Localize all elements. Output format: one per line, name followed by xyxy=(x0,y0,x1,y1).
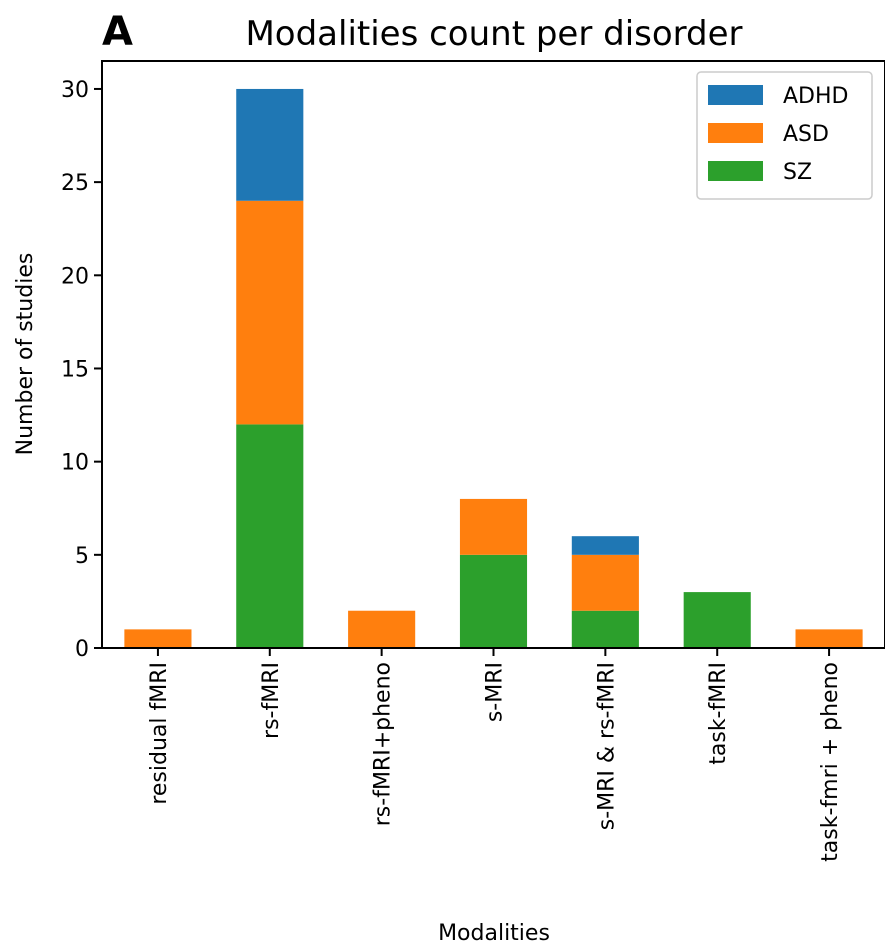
bar-sz xyxy=(683,592,751,648)
x-tick-label: residual fMRI xyxy=(147,662,172,805)
y-tick-label: 10 xyxy=(61,451,89,476)
x-tick-label: task-fMRI xyxy=(706,662,731,765)
panel-label: A xyxy=(102,9,133,55)
y-tick-label: 30 xyxy=(61,78,89,103)
bar-adhd xyxy=(571,536,639,555)
legend-swatch-asd xyxy=(708,123,763,143)
y-tick-label: 25 xyxy=(61,171,89,196)
x-axis-label: Modalities xyxy=(438,921,550,946)
y-tick-label: 20 xyxy=(61,264,89,289)
bar-asd xyxy=(571,554,639,611)
legend: ADHD ASD SZ xyxy=(696,71,873,200)
x-tick-label: s-MRI & rs-fMRI xyxy=(594,662,619,830)
y-tick-label: 15 xyxy=(61,357,89,382)
bar-asd xyxy=(348,610,416,648)
legend-label-adhd: ADHD xyxy=(783,84,848,109)
bar-asd xyxy=(459,498,528,555)
legend-swatch-sz xyxy=(708,161,763,181)
bar-asd xyxy=(795,629,863,648)
y-axis-label: Number of studies xyxy=(13,253,38,456)
bar-asd xyxy=(124,629,192,648)
x-tick-label: rs-fMRI+pheno xyxy=(371,662,396,826)
y-tick-label: 0 xyxy=(75,637,89,662)
legend-label-asd: ASD xyxy=(783,122,829,147)
x-tick-label: rs-fMRI xyxy=(259,662,284,739)
chart-title: Modalities count per disorder xyxy=(245,14,742,54)
bar-adhd xyxy=(236,88,304,201)
y-tick-label: 5 xyxy=(75,544,89,569)
x-tick-label: s-MRI xyxy=(483,662,508,722)
bar-sz xyxy=(236,424,304,648)
legend-swatch-adhd xyxy=(708,85,763,105)
x-tick-label: task-fmri + pheno xyxy=(818,662,843,862)
bar-sz xyxy=(571,610,639,648)
bar-sz xyxy=(459,554,528,648)
axes-layer: 0 5 10 15 20 25 30 residual fMRI rs-fMRI rs-fMRI+… xyxy=(61,60,885,862)
bar-asd xyxy=(236,200,304,425)
bars-layer xyxy=(124,88,863,648)
legend-label-sz: SZ xyxy=(783,160,812,185)
